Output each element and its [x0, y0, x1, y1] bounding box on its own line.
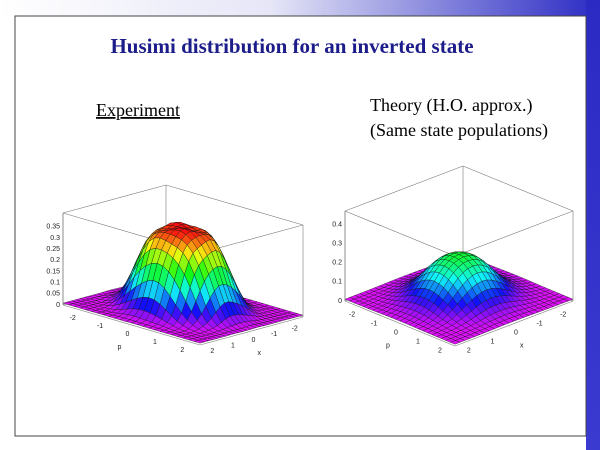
- p-tick-label: 0: [394, 329, 398, 336]
- slide-title: Husimi distribution for an inverted stat…: [110, 34, 473, 58]
- surface-patch: [449, 340, 461, 345]
- p-tick-label: -2: [70, 315, 76, 322]
- z-tick-label: 0: [338, 298, 342, 305]
- x-tick-label: -2: [292, 326, 298, 333]
- box-edge: [165, 184, 304, 226]
- p-tick-label: 0: [126, 331, 130, 338]
- x-tick-label: 0: [252, 337, 256, 344]
- z-tick-label: 0: [56, 302, 60, 309]
- x-tick-label: 2: [467, 347, 471, 354]
- x-tick-label: 1: [231, 342, 235, 349]
- p-tick-label: 2: [180, 347, 184, 354]
- z-tick-label: 0.05: [46, 291, 60, 298]
- x-tick-label: 2: [210, 348, 214, 355]
- slide-frame: [14, 15, 587, 437]
- surface-plot: 0 0.1 0.2 0.3 0.4 -2 -1 0 1 2 p 2 1 0 -1 -2 x: [332, 165, 574, 354]
- box-edge: [454, 210, 574, 257]
- p-tick-label: -2: [349, 311, 355, 318]
- x-tick-label: 1: [490, 338, 494, 345]
- z-tick-label: 0.25: [46, 246, 60, 253]
- x-tick-label: -1: [271, 331, 277, 338]
- p-axis-label: p: [386, 342, 390, 349]
- top-band: [0, 0, 600, 16]
- p-tick-label: -1: [97, 323, 103, 330]
- p-tick-label: 1: [153, 339, 157, 346]
- x-axis-label: x: [520, 342, 524, 349]
- surface-patch: [193, 340, 205, 344]
- panel-heading: Theory (H.O. approx.): [370, 95, 532, 116]
- p-tick-label: -1: [371, 320, 377, 327]
- p-tick-label: 1: [416, 338, 420, 345]
- box-edge: [454, 300, 574, 347]
- z-tick-label: 0.2: [332, 260, 342, 267]
- x-tick-label: 0: [514, 329, 518, 336]
- panel-heading: Experiment: [96, 100, 180, 120]
- x-tick-label: -1: [536, 320, 542, 327]
- z-tick-label: 0.1: [332, 279, 342, 286]
- box-edge: [62, 304, 201, 346]
- panel-heading: (Same state populations): [370, 120, 548, 141]
- box-edge: [199, 316, 304, 346]
- z-tick-label: 0.3: [50, 235, 60, 242]
- z-tick-label: 0.35: [46, 224, 60, 231]
- box-edge: [344, 210, 456, 257]
- box-edge: [462, 165, 574, 212]
- surface-plot: 0 0.05 0.1 0.15 0.2 0.25 0.3 0.35 -2 -1 0 1 2 p 2 1 0 -1 -…: [46, 184, 304, 357]
- z-tick-label: 0.2: [50, 257, 60, 264]
- side-band: [586, 0, 600, 450]
- z-tick-label: 0.3: [332, 240, 342, 247]
- z-tick-label: 0.1: [50, 280, 60, 287]
- z-tick-label: 0.4: [332, 221, 342, 228]
- box-edge: [344, 165, 464, 212]
- p-tick-label: 2: [438, 347, 442, 354]
- p-axis-label: p: [118, 344, 122, 351]
- z-tick-label: 0.15: [46, 268, 60, 275]
- x-axis-label: x: [258, 350, 262, 357]
- x-tick-label: -2: [560, 311, 566, 318]
- box-edge: [344, 300, 456, 347]
- box-edge: [62, 184, 167, 214]
